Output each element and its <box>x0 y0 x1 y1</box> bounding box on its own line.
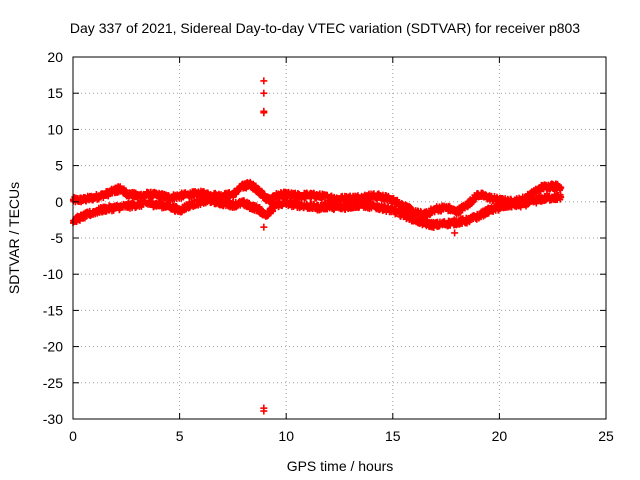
data-point <box>557 193 564 200</box>
y-tick-label: 20 <box>47 49 63 65</box>
y-tick-label: 0 <box>55 194 63 210</box>
y-tick-label: -5 <box>51 230 64 246</box>
x-tick-label: 25 <box>598 428 614 444</box>
plot-frame <box>72 56 607 420</box>
outlier-point <box>451 229 459 237</box>
y-tick-label: 10 <box>47 121 63 137</box>
outlier-point <box>260 109 268 117</box>
y-tick-label: -20 <box>43 339 63 355</box>
tick-layer: 0 5 10 15 20 25 -30 -25 -20 -15 -10 -5 0 5 10 15 20 <box>43 49 614 444</box>
series-upper-band <box>70 178 565 221</box>
series-lower-band <box>70 191 565 231</box>
y-tick-label: -10 <box>43 266 63 282</box>
data-point <box>252 182 259 189</box>
y-tick-label: -15 <box>43 302 63 318</box>
grid-layer <box>73 57 606 419</box>
series-layer <box>70 77 565 415</box>
data-point <box>557 185 564 192</box>
y-tick-label: -30 <box>43 411 63 427</box>
x-tick-label: 20 <box>492 428 508 444</box>
x-tick-label: 15 <box>385 428 401 444</box>
y-axis-label: SDTVAR / TECUs <box>6 182 22 294</box>
x-tick-label: 5 <box>176 428 184 444</box>
y-tick-label: 15 <box>47 85 63 101</box>
outlier-point <box>260 407 268 415</box>
x-tick-label: 0 <box>69 428 77 444</box>
y-tick-label: 5 <box>55 158 63 174</box>
y-tick-label: -25 <box>43 375 63 391</box>
outlier-point <box>260 77 268 85</box>
outlier-point <box>260 89 268 97</box>
outlier-point <box>260 223 268 231</box>
series-outliers <box>260 77 459 415</box>
x-axis-label: GPS time / hours <box>287 458 394 474</box>
chart-title: Day 337 of 2021, Sidereal Day-to-day VTE… <box>70 20 580 36</box>
x-tick-label: 10 <box>278 428 294 444</box>
